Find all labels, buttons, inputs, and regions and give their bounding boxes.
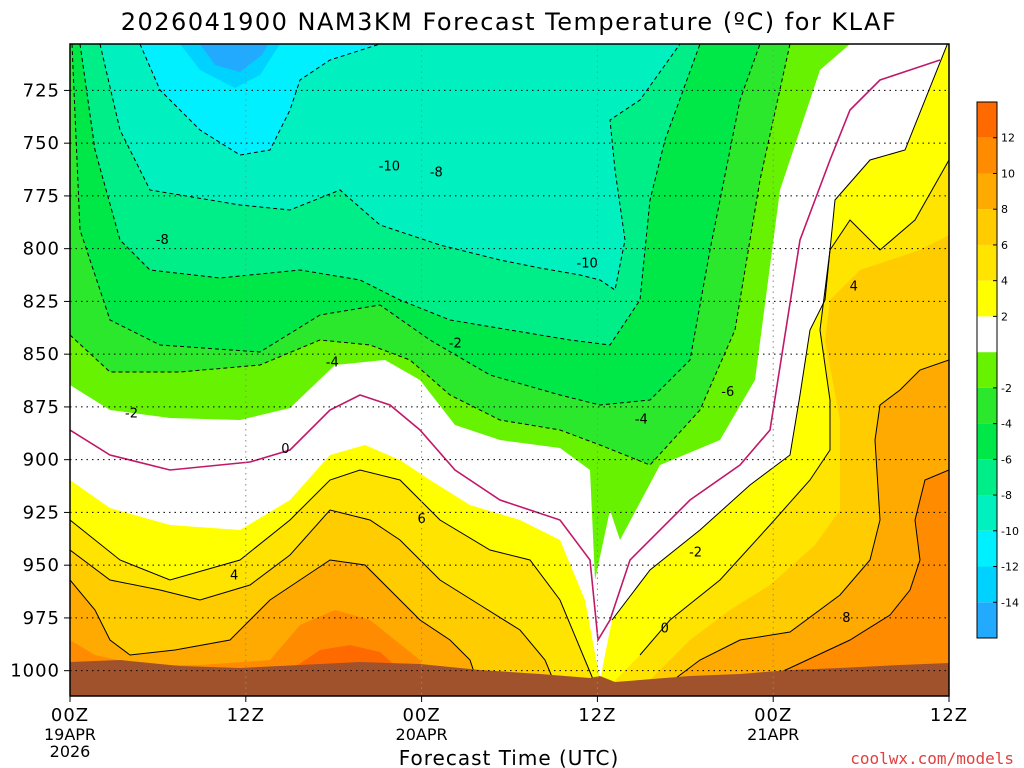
x-tick-date: 19APR	[44, 725, 96, 744]
contour-label: -10	[379, 159, 400, 174]
credit-text: coolwx.com/models	[850, 749, 1014, 768]
x-tick-label: 12Z	[227, 705, 265, 726]
colorbar-label: -6	[1001, 453, 1012, 466]
y-tick-label: 975	[23, 608, 60, 629]
contour-label: 6	[417, 512, 425, 527]
colorbar-swatch	[977, 423, 997, 460]
colorbar-swatch	[977, 244, 997, 281]
contour-label: 8	[842, 611, 850, 626]
colorbar-label: -14	[1001, 596, 1019, 609]
contour-label: -2	[125, 406, 138, 421]
y-tick-label: 850	[23, 344, 60, 365]
colorbar-label: -4	[1001, 418, 1012, 431]
y-tick-label: 900	[23, 450, 60, 471]
colorbar-label: 12	[1001, 132, 1015, 145]
colorbar-label: -12	[1001, 561, 1019, 574]
colorbar-swatch	[977, 495, 997, 531]
x-tick-label: 12Z	[930, 705, 968, 726]
y-tick-label: 875	[23, 397, 60, 418]
contour-line-right-ten	[739, 469, 949, 691]
ground-surface	[70, 660, 949, 696]
colorbar-label: 2	[1001, 310, 1008, 323]
colorbar-label: -8	[1001, 489, 1012, 502]
contour-line-minus8	[99, 44, 681, 291]
y-tick-label: 800	[23, 239, 60, 260]
colorbar: -14 -12 -10 -8 -6 -4 -2 2 4 6 8 10 12	[976, 101, 1019, 639]
y-tick-label: 750	[23, 133, 60, 154]
contour-line-right-six	[639, 159, 949, 656]
colorbar-swatch	[977, 352, 997, 388]
band-minus16-minus14	[200, 44, 268, 72]
band-ten-twelve	[70, 470, 949, 696]
colorbar-swatch	[977, 530, 997, 567]
contour-line-four	[70, 469, 601, 696]
contour-line-eight	[70, 559, 481, 691]
contour-line-minus2	[70, 44, 791, 466]
contour-label: -4	[635, 413, 648, 428]
y-tick-label: 775	[23, 186, 60, 207]
contour-label: -2	[449, 337, 462, 352]
contour-label: -2	[689, 546, 702, 561]
contour-label: 4	[850, 280, 858, 295]
colorbar-swatch	[977, 102, 997, 138]
colorbar-label: -10	[1001, 525, 1019, 538]
contour-line-right-four	[611, 44, 948, 621]
contour-line-minus10	[139, 44, 381, 156]
contour-label: 4	[230, 569, 238, 584]
colorbar-frame	[976, 101, 998, 639]
y-tick-label: 725	[23, 80, 60, 101]
plot-frame	[69, 43, 950, 697]
contour-line-six	[70, 509, 561, 696]
y-tick-label: 1000	[10, 661, 60, 682]
y-tick-label: 950	[23, 555, 60, 576]
band-six-eight	[70, 235, 949, 696]
colorbar-swatch	[977, 602, 997, 638]
colorbar-swatch	[977, 387, 997, 424]
contour-label: -4	[326, 356, 339, 371]
x-tick-label: 00Z	[51, 705, 89, 726]
colorbar-swatch	[977, 280, 997, 317]
colorbar-label: -2	[1001, 382, 1012, 395]
band-minus12-minus10	[140, 44, 380, 155]
colorbar-swatch	[977, 173, 997, 210]
contour-labels: -10 -8 -8 -10 -2 -4 -2 0 -6 -4 4 6 -2 4 8 0	[125, 159, 858, 636]
chart-title: 2026041900 NAM3KM Forecast Temperature (…	[121, 8, 898, 36]
contour-label: -8	[430, 166, 443, 181]
colorbar-swatch	[977, 137, 997, 174]
contour-line-minus4	[71, 44, 761, 406]
colorbar-swatch	[977, 209, 997, 245]
x-tick-label: 00Z	[754, 705, 792, 726]
colorbar-swatch	[977, 316, 997, 353]
contour-line-right-eight	[659, 359, 949, 691]
x-tick-label: 12Z	[578, 705, 616, 726]
x-tick-year: 2026	[50, 742, 91, 761]
contour-label: -6	[721, 385, 734, 400]
contour-label: 0	[281, 442, 289, 457]
contour-label: -8	[156, 233, 169, 248]
contour-label: -10	[577, 256, 598, 271]
x-tick-label: 00Z	[402, 705, 440, 726]
x-axis-label: Forecast Time (UTC)	[399, 746, 620, 768]
plot-area: -10 -8 -8 -10 -2 -4 -2 0 -6 -4 4 6 -2 4 8 0	[70, 44, 949, 696]
colorbar-label: 10	[1001, 167, 1015, 180]
contour-line-minus6	[79, 44, 701, 346]
y-tick-label: 925	[23, 502, 60, 523]
contour-line-zero	[70, 59, 941, 643]
colorbar-label: 4	[1001, 275, 1008, 288]
gridlines	[70, 44, 949, 696]
x-tick-date: 21APR	[747, 725, 799, 744]
contour-label: 0	[661, 621, 669, 636]
colorbar-label: 6	[1001, 239, 1008, 252]
y-axis: 725 750 775 800 825 850 875 900 925 950 975 1000	[10, 80, 70, 682]
x-tick-date: 20APR	[396, 725, 448, 744]
colorbar-swatch	[977, 459, 997, 496]
band-eight-ten	[70, 360, 949, 696]
colorbar-label: 8	[1001, 203, 1008, 216]
y-tick-label: 825	[23, 291, 60, 312]
colorbar-swatch	[977, 566, 997, 603]
